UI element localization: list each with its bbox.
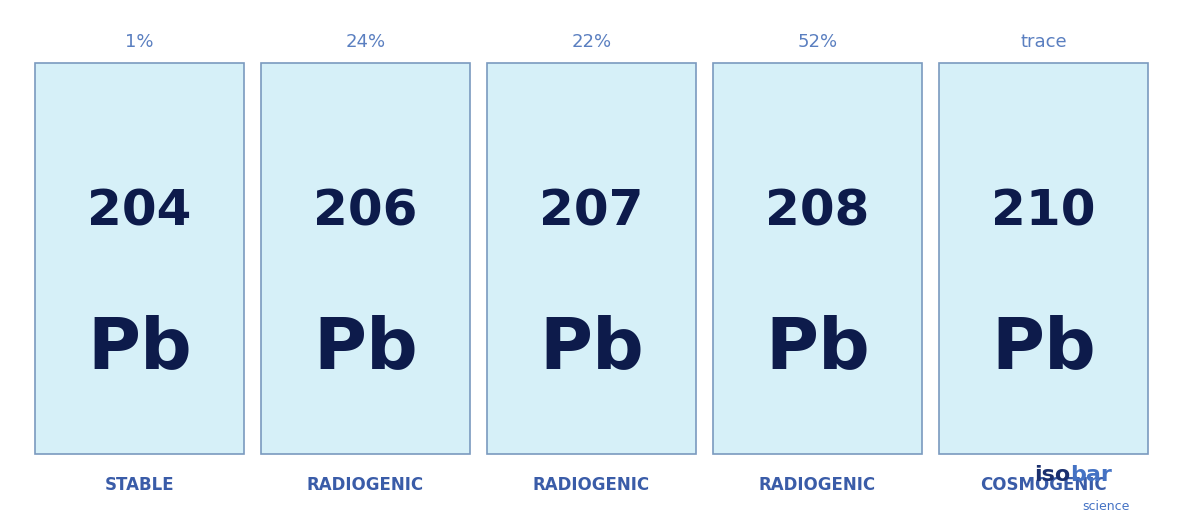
FancyBboxPatch shape [939, 63, 1148, 454]
Text: 207: 207 [539, 187, 644, 235]
Text: 206: 206 [313, 187, 418, 235]
Text: STABLE: STABLE [105, 477, 174, 494]
Text: RADIOGENIC: RADIOGENIC [532, 477, 651, 494]
FancyBboxPatch shape [261, 63, 470, 454]
Text: Pb: Pb [765, 314, 870, 383]
Text: trace: trace [1020, 33, 1067, 51]
Text: 1%: 1% [125, 33, 154, 51]
Text: 210: 210 [991, 187, 1095, 235]
FancyBboxPatch shape [35, 63, 244, 454]
Text: 204: 204 [88, 187, 192, 235]
Text: Pb: Pb [991, 314, 1095, 383]
Text: Pb: Pb [88, 314, 192, 383]
Text: RADIOGENIC: RADIOGENIC [758, 477, 877, 494]
Text: 52%: 52% [797, 33, 838, 51]
Text: 22%: 22% [571, 33, 612, 51]
Text: 24%: 24% [345, 33, 386, 51]
Text: 208: 208 [765, 187, 870, 235]
FancyBboxPatch shape [487, 63, 696, 454]
Text: science: science [1082, 500, 1130, 513]
Text: Pb: Pb [539, 314, 644, 383]
Text: bar: bar [1071, 465, 1112, 485]
Text: iso: iso [1034, 465, 1071, 485]
FancyBboxPatch shape [713, 63, 922, 454]
Text: RADIOGENIC: RADIOGENIC [306, 477, 425, 494]
Text: COSMOGENIC: COSMOGENIC [980, 477, 1107, 494]
Text: Pb: Pb [313, 314, 418, 383]
